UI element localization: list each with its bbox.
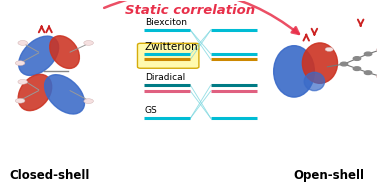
Text: Closed-shell: Closed-shell bbox=[9, 169, 90, 182]
FancyBboxPatch shape bbox=[138, 43, 199, 68]
Text: Biexciton: Biexciton bbox=[145, 18, 187, 27]
Circle shape bbox=[325, 47, 333, 51]
Ellipse shape bbox=[45, 75, 85, 114]
Ellipse shape bbox=[18, 74, 52, 111]
FancyArrowPatch shape bbox=[104, 0, 299, 34]
Ellipse shape bbox=[304, 72, 325, 91]
Circle shape bbox=[364, 52, 372, 56]
Circle shape bbox=[353, 57, 361, 60]
Circle shape bbox=[15, 61, 25, 65]
Ellipse shape bbox=[19, 36, 59, 75]
Circle shape bbox=[18, 80, 28, 84]
Ellipse shape bbox=[50, 36, 79, 68]
Text: Diradical: Diradical bbox=[145, 73, 185, 82]
Circle shape bbox=[15, 98, 25, 103]
Circle shape bbox=[376, 48, 378, 52]
Ellipse shape bbox=[274, 46, 314, 97]
Ellipse shape bbox=[302, 43, 338, 83]
Circle shape bbox=[84, 99, 93, 104]
Text: Zwitterion: Zwitterion bbox=[145, 42, 198, 52]
Circle shape bbox=[18, 41, 28, 45]
Circle shape bbox=[84, 41, 93, 45]
Text: GS: GS bbox=[145, 106, 158, 115]
Circle shape bbox=[340, 62, 348, 66]
Circle shape bbox=[364, 71, 372, 75]
Circle shape bbox=[353, 67, 361, 70]
Text: Open-shell: Open-shell bbox=[294, 169, 365, 182]
Text: Static correlation: Static correlation bbox=[125, 4, 256, 17]
Circle shape bbox=[376, 74, 378, 78]
